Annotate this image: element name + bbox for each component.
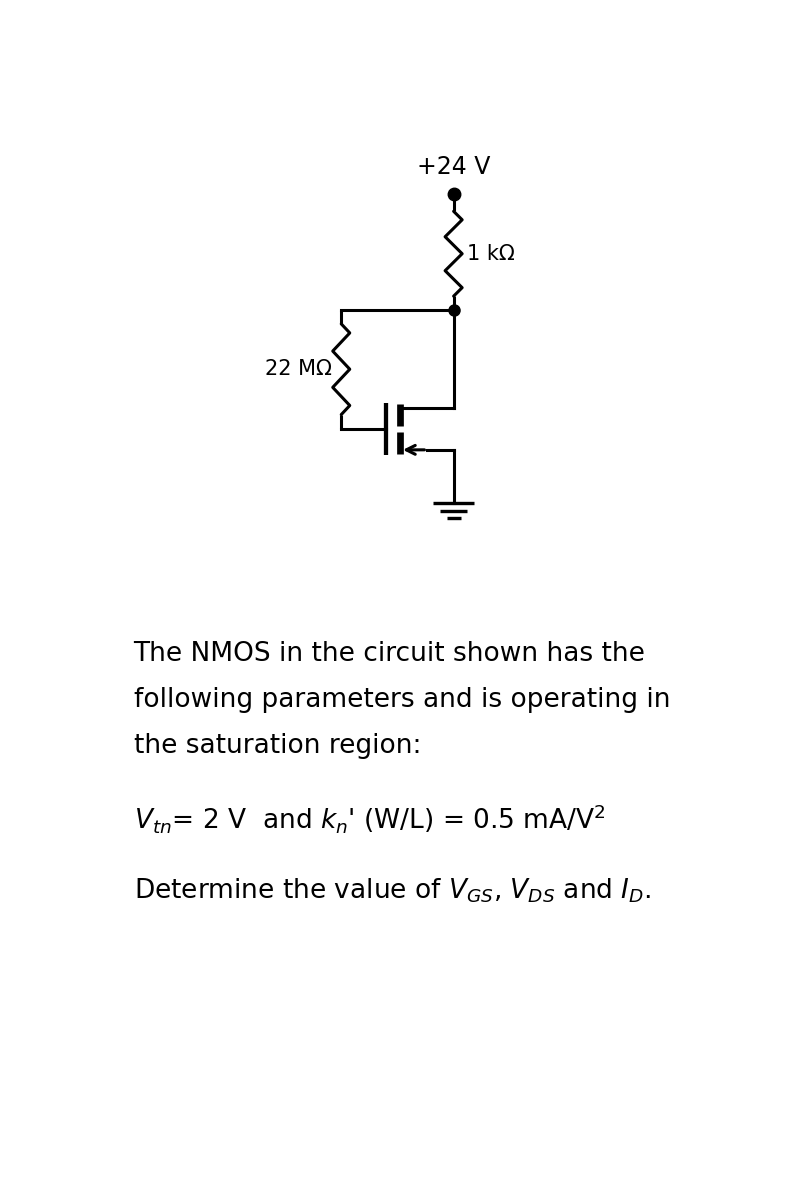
Text: following parameters and is operating in: following parameters and is operating in [133, 686, 670, 713]
Text: The NMOS in the circuit shown has the: The NMOS in the circuit shown has the [133, 641, 646, 667]
Text: 22 MΩ: 22 MΩ [265, 359, 332, 379]
Text: Determine the value of $V_{GS}$, $V_{DS}$ and $I_D$.: Determine the value of $V_{GS}$, $V_{DS}… [133, 876, 650, 905]
Text: the saturation region:: the saturation region: [133, 733, 421, 760]
Text: $V_{tn}$= 2 V  and $k_n$' (W/L) = 0.5 mA/V$^2$: $V_{tn}$= 2 V and $k_n$' (W/L) = 0.5 mA/… [133, 803, 605, 835]
Text: 1 kΩ: 1 kΩ [467, 244, 515, 264]
Text: +24 V: +24 V [417, 155, 490, 179]
